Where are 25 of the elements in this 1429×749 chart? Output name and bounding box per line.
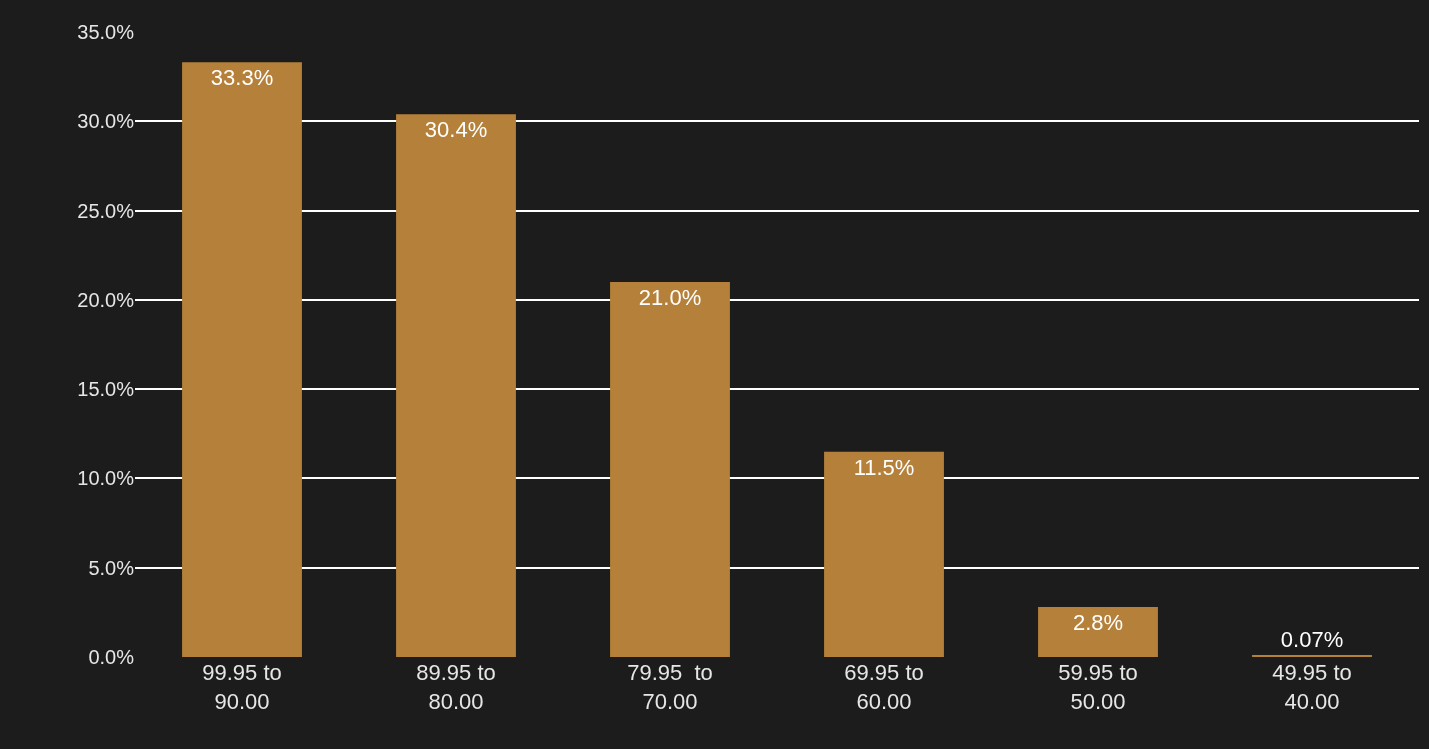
y-tick-label: 5.0% — [88, 556, 135, 579]
data-label: 30.4% — [424, 117, 488, 143]
bar — [610, 282, 730, 657]
x-tick-label: 99.95 to 90.00 — [202, 660, 282, 714]
bar — [182, 62, 302, 657]
x-tick-label: 89.95 to 80.00 — [416, 660, 496, 714]
data-label: 11.5% — [853, 454, 915, 480]
x-tick-label: 69.95 to 60.00 — [844, 660, 924, 714]
data-label: 0.07% — [1280, 627, 1344, 652]
x-tick-label: 49.95 to 40.00 — [1272, 660, 1352, 714]
y-tick-label: 15.0% — [77, 378, 135, 401]
y-tick-label: 10.0% — [77, 467, 135, 490]
x-tick-label: 79.95 to 70.00 — [627, 660, 713, 714]
x-tick-label: 59.95 to 50.00 — [1058, 660, 1138, 714]
bar — [824, 451, 944, 657]
data-label: 33.3% — [210, 65, 274, 91]
data-label: 21.0% — [638, 285, 702, 310]
y-tick-label: 35.0% — [77, 21, 135, 43]
y-tick-label: 25.0% — [77, 199, 135, 222]
data-label: 2.8% — [1072, 610, 1124, 635]
y-tick-label: 20.0% — [77, 288, 135, 311]
y-tick-label: 0.0% — [88, 646, 135, 668]
bar — [396, 114, 516, 657]
y-tick-label: 30.0% — [77, 110, 135, 133]
bar — [1038, 607, 1158, 657]
